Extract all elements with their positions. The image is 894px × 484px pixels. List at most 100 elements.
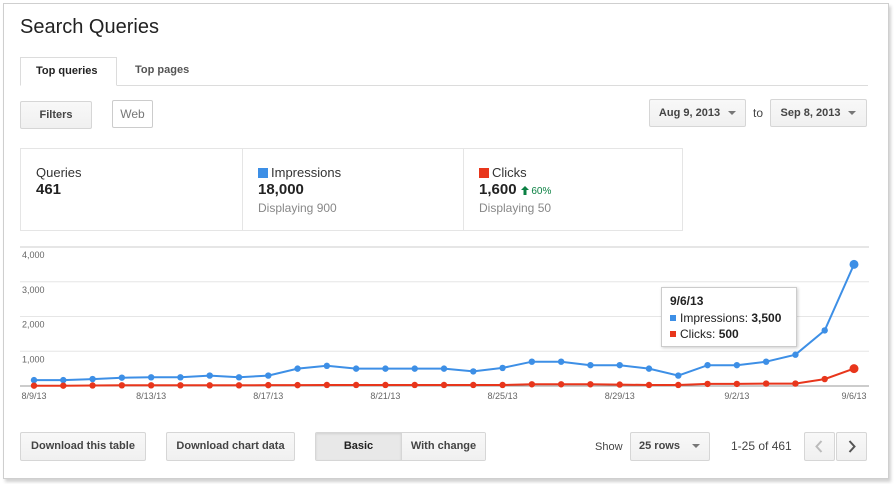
filters-button[interactable]: Filters [20, 101, 92, 129]
clicks-data-point [118, 382, 126, 389]
clicks-data-point [60, 382, 67, 389]
impressions-label: Impressions [271, 165, 342, 180]
tooltip-impressions-value: 3,500 [751, 311, 782, 325]
impressions-data-point [792, 351, 799, 358]
clicks-data-point [89, 382, 96, 389]
queries-label: Queries [36, 165, 82, 180]
clicks-data-point [792, 380, 799, 387]
impressions-data-point [323, 362, 331, 370]
impressions-data-point [265, 372, 272, 379]
impressions-value: 18,000 [258, 181, 304, 198]
start-date-picker[interactable]: Aug 9, 2013 [649, 99, 746, 127]
end-date-picker[interactable]: Sep 8, 2013 [770, 99, 867, 127]
clicks-swatch-icon [479, 168, 489, 178]
impressions-data-point [499, 364, 506, 372]
impressions-data-point [762, 358, 770, 365]
clicks-data-point [762, 380, 770, 387]
rows-per-page-select[interactable]: 25 rows [630, 432, 710, 461]
end-date-label: Sep 8, 2013 [780, 107, 841, 119]
clicks-data-point [30, 382, 38, 389]
clicks-swatch-icon [670, 331, 676, 337]
clicks-data-point [587, 381, 594, 388]
clicks-data-point [849, 364, 859, 374]
clicks-label: Clicks [492, 165, 527, 180]
view-with-change-button[interactable]: With change [402, 433, 485, 460]
impressions-data-point [645, 365, 653, 372]
x-tick-label: 8/13/13 [136, 391, 166, 401]
clicks-data-point [206, 382, 213, 389]
tooltip-clicks-value: 500 [718, 327, 739, 341]
clicks-displaying: Displaying 50 [479, 201, 552, 215]
impressions-data-point [587, 361, 594, 369]
x-tick-label: 8/29/13 [605, 391, 635, 401]
previous-page-button[interactable] [804, 432, 835, 461]
clicks-delta: 60% [531, 186, 552, 197]
impressions-swatch-icon [258, 168, 268, 178]
chevron-down-icon [728, 111, 737, 116]
impressions-data-point [704, 361, 711, 369]
tooltip-clicks-label: Clicks: [680, 327, 716, 341]
impressions-data-point [557, 358, 565, 365]
chevron-left-icon [815, 440, 823, 453]
tooltip-date: 9/6/13 [670, 294, 704, 308]
download-table-button[interactable]: Download this table [20, 432, 146, 461]
x-tick-label: 8/25/13 [488, 391, 518, 401]
y-tick-label: 2,000 [22, 320, 45, 330]
impressions-data-point [733, 361, 741, 369]
clicks-data-point [177, 382, 184, 389]
next-page-button[interactable] [836, 432, 867, 461]
queries-line-chart[interactable]: 4,000 3,000 2,000 1,000 8/9/13 8/13/13 8/17/13… [0, 240, 894, 410]
view-basic-button[interactable]: Basic [316, 433, 402, 460]
impressions-data-point [235, 374, 243, 381]
rows-per-page-value: 25 rows [639, 440, 680, 452]
web-filter-button[interactable]: Web [112, 100, 153, 128]
impressions-metric[interactable]: Impressions 18,000 Displaying 900 [242, 149, 463, 230]
clicks-data-point [557, 381, 565, 388]
x-tick-label: 8/21/13 [370, 391, 400, 401]
queries-metric: Queries 461 [21, 149, 242, 230]
pagination-range: 1-25 of 461 [731, 439, 792, 453]
clicks-data-point [235, 382, 243, 389]
impressions-data-point [177, 374, 184, 381]
clicks-data-point [382, 381, 389, 389]
x-tick-label: 8/17/13 [253, 391, 283, 401]
start-date-label: Aug 9, 2013 [658, 107, 721, 119]
impressions-data-point [411, 365, 418, 372]
queries-value: 461 [36, 181, 62, 198]
clicks-data-point [440, 381, 448, 389]
clicks-data-point [733, 380, 741, 388]
tab-top-queries[interactable]: Top queries [20, 57, 117, 86]
impressions-displaying: Displaying 900 [258, 201, 337, 215]
clicks-data-point [528, 381, 536, 388]
page-title: Search Queries [20, 16, 159, 38]
chevron-down-icon [691, 444, 700, 449]
impressions-data-point [147, 374, 155, 381]
show-label: Show [595, 441, 623, 453]
x-tick-label: 8/9/13 [21, 391, 46, 401]
clicks-data-point [821, 375, 828, 383]
clicks-data-point [352, 381, 360, 389]
chevron-down-icon [848, 111, 857, 116]
impressions-swatch-icon [670, 315, 676, 321]
impressions-data-point [849, 259, 859, 269]
impressions-data-point [118, 374, 126, 381]
clicks-data-point [704, 380, 711, 388]
impressions-data-point [294, 365, 301, 372]
tab-bar: Top queries Top pages [20, 57, 868, 86]
impressions-data-point [440, 365, 448, 372]
impressions-data-point [60, 376, 67, 384]
impressions-data-point [30, 376, 38, 384]
tab-top-pages[interactable]: Top pages [135, 64, 190, 76]
date-range-to-label: to [753, 106, 764, 120]
clicks-data-point [645, 381, 653, 389]
clicks-data-point [470, 381, 477, 389]
impressions-data-point [89, 375, 96, 383]
y-tick-label: 4,000 [22, 250, 45, 260]
tooltip-impressions-label: Impressions: [680, 311, 749, 325]
impressions-data-point [352, 365, 360, 372]
chevron-right-icon [848, 440, 856, 453]
clicks-metric[interactable]: Clicks 1,600 60% Displaying 50 [463, 149, 684, 230]
download-chart-data-button[interactable]: Download chart data [166, 432, 295, 461]
impressions-data-point [616, 361, 623, 369]
clicks-data-point [675, 381, 682, 389]
